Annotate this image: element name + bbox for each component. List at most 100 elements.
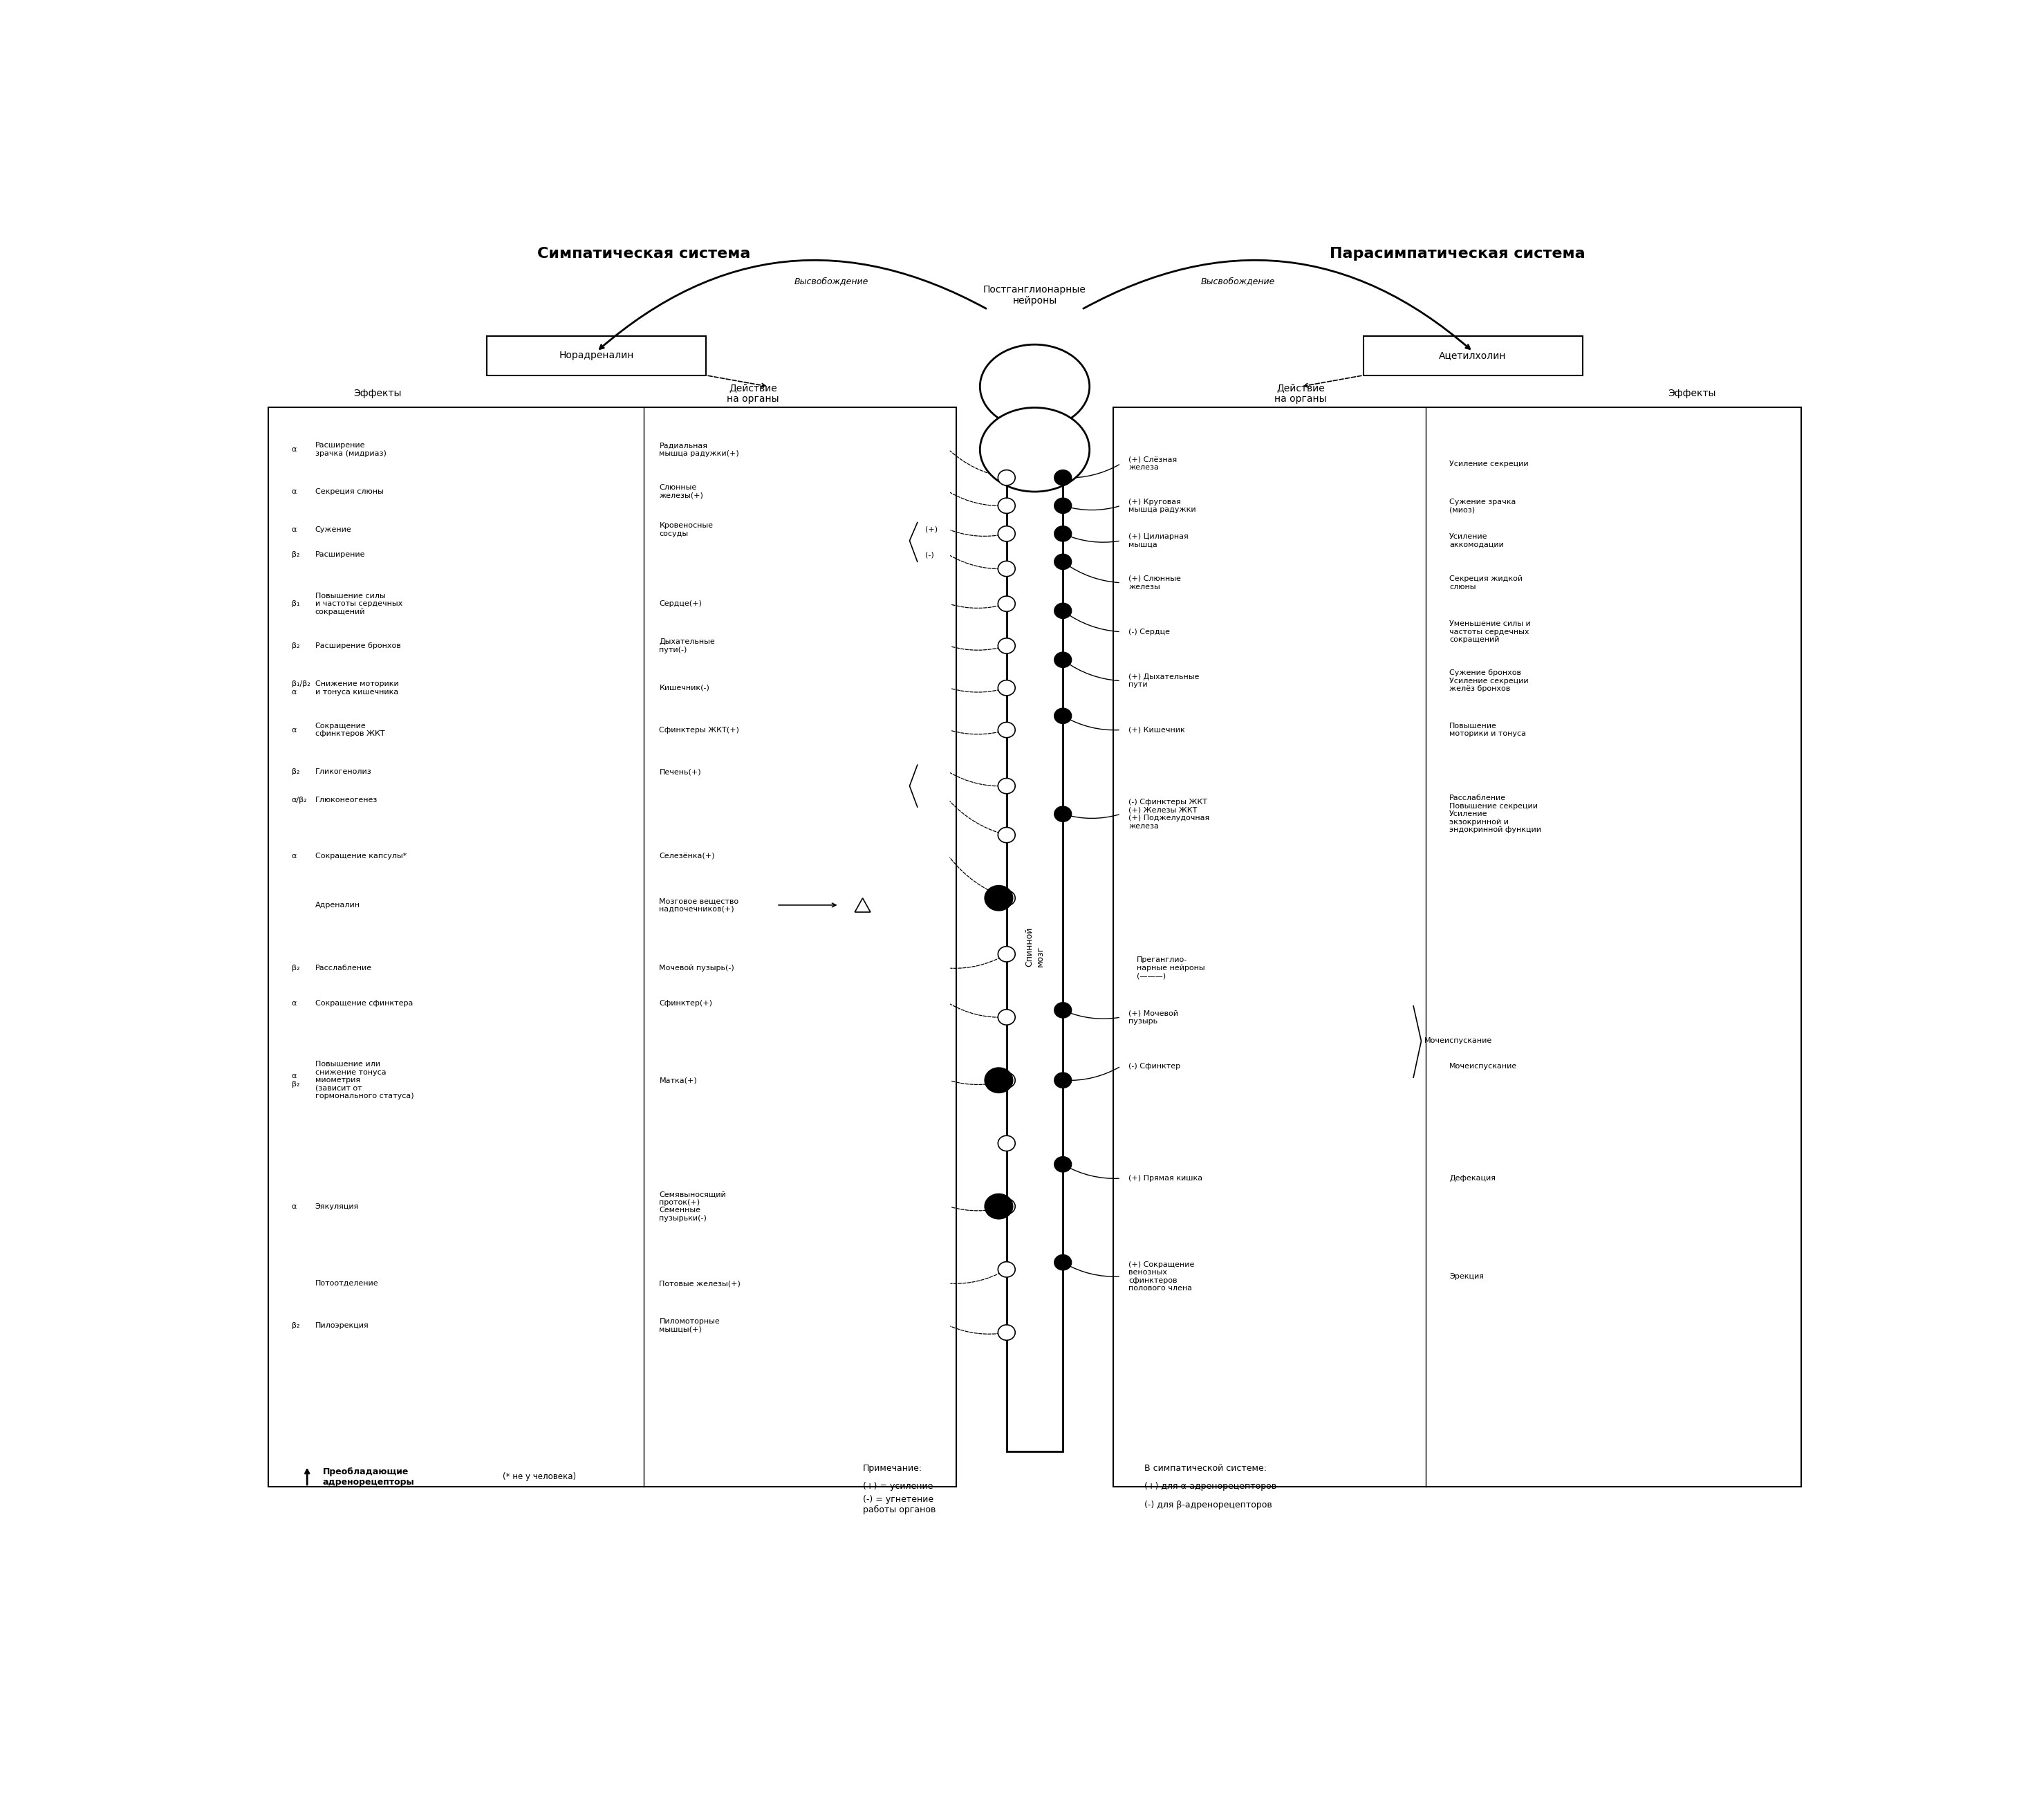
- Circle shape: [997, 499, 1016, 513]
- Text: (-) Сердце: (-) Сердце: [1129, 628, 1171, 635]
- Text: β₂: β₂: [291, 965, 299, 972]
- Text: Сфинктер(+): Сфинктер(+): [658, 999, 713, 1006]
- Circle shape: [1054, 553, 1072, 570]
- Circle shape: [997, 779, 1016, 794]
- Circle shape: [985, 886, 1014, 910]
- Text: α: α: [291, 999, 297, 1006]
- Circle shape: [997, 681, 1016, 695]
- Text: Сужение: Сужение: [315, 526, 351, 533]
- Circle shape: [997, 526, 1016, 541]
- Text: Селезёнка(+): Селезёнка(+): [658, 852, 715, 859]
- Text: (+) Круговая
мышца радужки: (+) Круговая мышца радужки: [1129, 499, 1195, 513]
- Text: Симпатическая система: Симпатическая система: [537, 246, 751, 260]
- Text: Сердце(+): Сердце(+): [658, 601, 703, 608]
- Text: Адреналин: Адреналин: [315, 901, 359, 908]
- Text: (-) для β-адренорецепторов: (-) для β-адренорецепторов: [1145, 1500, 1272, 1509]
- Text: β₁: β₁: [291, 601, 299, 608]
- Text: (+) Кишечник: (+) Кишечник: [1129, 726, 1185, 733]
- Text: Гликогенолиз: Гликогенолиз: [315, 768, 371, 775]
- Text: (-) = угнетение
работы органов: (-) = угнетение работы органов: [862, 1496, 935, 1514]
- Text: Секреция жидкой
слюны: Секреция жидкой слюны: [1450, 575, 1522, 590]
- Text: β₂: β₂: [291, 551, 299, 559]
- Ellipse shape: [979, 408, 1090, 491]
- Text: (+) Дыхательные
пути: (+) Дыхательные пути: [1129, 673, 1199, 688]
- Circle shape: [997, 470, 1016, 486]
- Text: (-) Сфинктеры ЖКТ
(+) Железы ЖКТ
(+) Поджелудочная
железа: (-) Сфинктеры ЖКТ (+) Железы ЖКТ (+) Под…: [1129, 799, 1209, 830]
- Text: α: α: [291, 852, 297, 859]
- Text: Секреция слюны: Секреция слюны: [315, 488, 384, 495]
- Circle shape: [997, 1199, 1016, 1214]
- Text: Сокращение
сфинктеров ЖКТ: Сокращение сфинктеров ЖКТ: [315, 723, 384, 737]
- Text: Эффекты: Эффекты: [1668, 389, 1716, 399]
- Text: Действие
на органы: Действие на органы: [727, 384, 779, 404]
- Text: β₂: β₂: [291, 1321, 299, 1329]
- Circle shape: [1054, 602, 1072, 619]
- Text: Эякуляция: Эякуляция: [315, 1203, 359, 1210]
- Circle shape: [1054, 708, 1072, 724]
- Circle shape: [1054, 499, 1072, 513]
- Text: Высвобождение: Высвобождение: [1201, 277, 1276, 286]
- Text: Сокращение капсулы*: Сокращение капсулы*: [315, 852, 406, 859]
- Text: Норадреналин: Норадреналин: [559, 351, 634, 360]
- Text: Сужение бронхов
Усиление секреции
желёз бронхов: Сужение бронхов Усиление секреции желёз …: [1450, 670, 1528, 692]
- Text: (+) для α-адренорецепторов: (+) для α-адренорецепторов: [1145, 1481, 1276, 1491]
- Text: Повышение силы
и частоты сердечных
сокращений: Повышение силы и частоты сердечных сокра…: [315, 592, 402, 615]
- Text: α: α: [291, 488, 297, 495]
- Circle shape: [997, 597, 1016, 612]
- Text: β₂: β₂: [291, 768, 299, 775]
- Text: Повышение
моторики и тонуса: Повышение моторики и тонуса: [1450, 723, 1526, 737]
- Text: Спинной
мозг: Спинной мозг: [1026, 928, 1044, 966]
- Bar: [269, 408, 957, 1487]
- Circle shape: [1054, 470, 1072, 486]
- Text: α: α: [291, 526, 297, 533]
- Ellipse shape: [979, 344, 1090, 428]
- Bar: [1112, 408, 1801, 1487]
- Text: Расширение бронхов: Расширение бронхов: [315, 642, 400, 650]
- Text: Снижение моторики
и тонуса кишечника: Снижение моторики и тонуса кишечника: [315, 681, 398, 695]
- Text: Эффекты: Эффекты: [353, 389, 402, 399]
- Bar: [1363, 337, 1583, 375]
- Text: (+) Сокращение
венозных
сфинктеров
полового члена: (+) Сокращение венозных сфинктеров полов…: [1129, 1261, 1195, 1292]
- Text: Парасимпатическая система: Парасимпатическая система: [1329, 246, 1585, 260]
- Bar: [487, 337, 707, 375]
- Text: Мозговое вещество
надпочечников(+): Мозговое вещество надпочечников(+): [658, 897, 739, 912]
- Text: Потоотделение: Потоотделение: [315, 1279, 378, 1287]
- Text: Слюнные
железы(+): Слюнные железы(+): [658, 484, 703, 499]
- Circle shape: [997, 890, 1016, 906]
- Text: (-): (-): [925, 551, 935, 559]
- Circle shape: [997, 1136, 1016, 1150]
- Circle shape: [985, 1194, 1014, 1219]
- Text: α: α: [291, 1203, 297, 1210]
- Text: Уменьшение силы и
частоты сердечных
сокращений: Уменьшение силы и частоты сердечных сокр…: [1450, 621, 1530, 642]
- Text: (+) Слюнные
железы: (+) Слюнные железы: [1129, 575, 1181, 590]
- Circle shape: [997, 1325, 1016, 1340]
- Text: α: α: [291, 446, 297, 453]
- Text: Постганглионарные
нейроны: Постганглионарные нейроны: [983, 286, 1086, 306]
- Circle shape: [1054, 806, 1072, 821]
- Text: Сужение зрачка
(миоз): Сужение зрачка (миоз): [1450, 499, 1516, 513]
- Text: (+): (+): [925, 526, 937, 533]
- Circle shape: [1054, 1254, 1072, 1270]
- Circle shape: [1054, 652, 1072, 668]
- Bar: [1007, 442, 1062, 1452]
- Text: Расширение: Расширение: [315, 551, 365, 559]
- Text: Дыхательные
пути(-): Дыхательные пути(-): [658, 639, 715, 653]
- Text: Усиление
аккомодации: Усиление аккомодации: [1450, 533, 1504, 548]
- Text: Семявыносящий
проток(+)
Семенные
пузырьки(-): Семявыносящий проток(+) Семенные пузырьк…: [658, 1190, 727, 1221]
- Text: (+) Прямая кишка: (+) Прямая кишка: [1129, 1176, 1203, 1181]
- Text: В симпатической системе:: В симпатической системе:: [1145, 1463, 1266, 1472]
- Text: α
β₂: α β₂: [291, 1072, 299, 1088]
- Circle shape: [997, 946, 1016, 961]
- Text: β₁/β₂
α: β₁/β₂ α: [291, 681, 311, 695]
- Text: Мочевой пузырь(-): Мочевой пузырь(-): [658, 965, 735, 972]
- Text: Расслабление: Расслабление: [315, 965, 371, 972]
- Circle shape: [997, 828, 1016, 843]
- Circle shape: [997, 561, 1016, 577]
- Text: (+) Мочевой
пузырь: (+) Мочевой пузырь: [1129, 1010, 1179, 1025]
- Text: Эрекция: Эрекция: [1450, 1272, 1484, 1279]
- Text: Действие
на органы: Действие на органы: [1274, 384, 1326, 404]
- Text: (+) Слёзная
железа: (+) Слёзная железа: [1129, 457, 1177, 471]
- Text: Сокращение сфинктера: Сокращение сфинктера: [315, 999, 412, 1006]
- Polygon shape: [854, 897, 870, 912]
- Text: Мочеиспускание: Мочеиспускание: [1423, 1037, 1492, 1045]
